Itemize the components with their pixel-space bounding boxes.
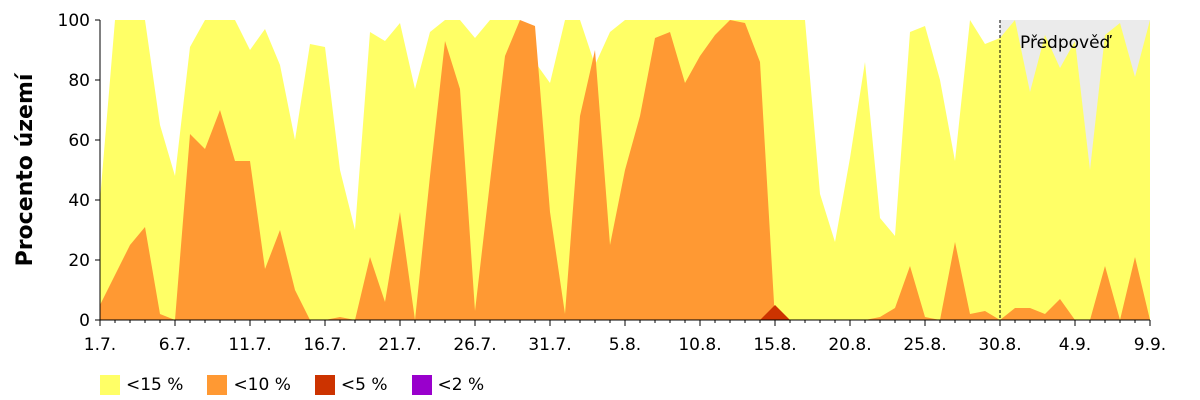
y-tick-label: 20: [68, 251, 90, 271]
legend: <15 % <10 % <5 % <2 %: [100, 372, 484, 398]
y-tick-label: 0: [79, 311, 90, 331]
x-tick-label: 16.7.: [303, 335, 346, 355]
x-tick-label: 11.7.: [228, 335, 271, 355]
x-tick-label: 31.7.: [528, 335, 571, 355]
x-tick-label: 4.9.: [1059, 335, 1091, 355]
x-tick-label: 5.8.: [609, 335, 641, 355]
area-chart: 0 20 40 60 80 100 1.7. 6.7. 11.7. 16.7. 21.7. 26.7.…: [13, 11, 1167, 355]
x-tick-label: 21.7.: [378, 335, 421, 355]
legend-item-lt5: <5 %: [314, 375, 388, 395]
x-tick-label: 1.7.: [84, 335, 116, 355]
legend-swatch-lt10: [207, 375, 228, 395]
legend-label-lt2: <2 %: [437, 375, 485, 395]
x-tick-label: 25.8.: [903, 335, 946, 355]
plot-area: [100, 20, 1150, 320]
legend-swatch-lt5: [314, 375, 335, 395]
legend-item-lt10: <10 %: [207, 375, 291, 395]
legend-item-lt2: <2 %: [411, 375, 485, 395]
legend-label-lt10: <10 %: [233, 375, 291, 395]
legend-label-lt5: <5 %: [340, 375, 388, 395]
x-tick-label: 20.8.: [828, 335, 871, 355]
legend-item-lt15: <15 %: [100, 375, 183, 395]
axes: 0 20 40 60 80 100 1.7. 6.7. 11.7. 16.7. 21.7. 26.7.…: [58, 11, 1167, 355]
y-tick-label: 100: [58, 11, 90, 31]
y-tick-label: 60: [68, 131, 90, 151]
legend-label-lt15: <15 %: [126, 375, 184, 395]
x-tick-label: 15.8.: [753, 335, 796, 355]
x-tick-label: 30.8.: [978, 335, 1021, 355]
forecast-label: Předpověď: [1020, 33, 1113, 53]
series-area-lt10: [100, 20, 1150, 320]
x-tick-label: 9.9.: [1134, 335, 1166, 355]
x-tick-label: 10.8.: [678, 335, 721, 355]
y-axis-label: Procento území: [13, 72, 38, 266]
legend-swatch-lt15: [100, 375, 120, 395]
x-tick-label: 6.7.: [159, 335, 191, 355]
x-tick-label: 26.7.: [453, 335, 496, 355]
y-tick-label: 40: [68, 191, 90, 211]
y-tick-label: 80: [68, 71, 90, 91]
legend-swatch-lt2: [411, 375, 432, 395]
